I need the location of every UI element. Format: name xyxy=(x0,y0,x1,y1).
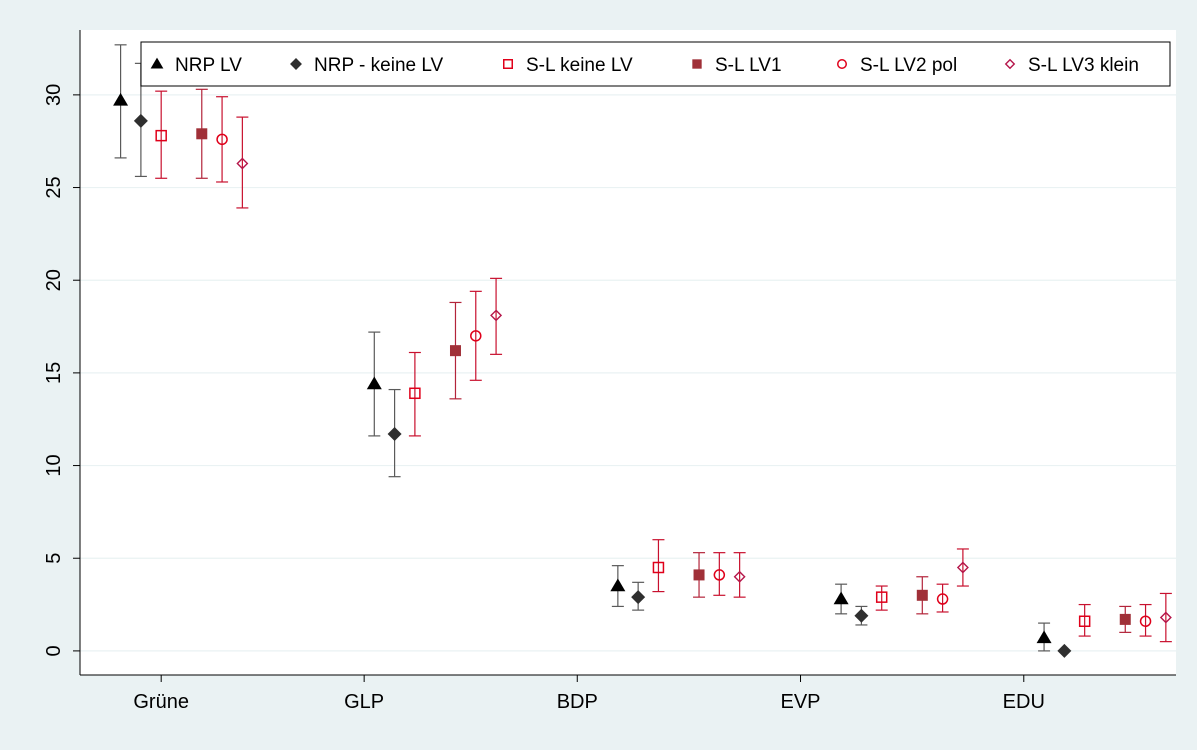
xtick-label-GLP: GLP xyxy=(344,691,384,713)
legend-marker-3 xyxy=(692,59,702,69)
point-3-4 xyxy=(1119,613,1131,625)
legend-marker-5 xyxy=(1004,58,1016,70)
point-5-4 xyxy=(1159,611,1172,624)
point-2-2 xyxy=(652,561,665,574)
axes: 0 5 10 15 20 25 30 Grüne GLP BDP EVP EDU xyxy=(43,30,1176,713)
xtick-label-EDU: EDU xyxy=(1003,691,1045,713)
point-4-2 xyxy=(713,569,726,581)
ytick-label-5: 5 xyxy=(43,553,65,564)
point-2-1 xyxy=(409,387,421,400)
legend-label-0: NRP LV xyxy=(175,55,242,76)
legend-label-3: S-L LV1 xyxy=(715,55,782,76)
point-0-0 xyxy=(113,92,129,106)
point-1-2 xyxy=(631,590,646,605)
point-2-0 xyxy=(155,129,167,142)
legend-label-2: S-L keine LV xyxy=(526,55,633,76)
ytick-label-20: 20 xyxy=(43,269,65,291)
ytick-label-25: 25 xyxy=(43,176,65,198)
point-3-0 xyxy=(196,128,208,140)
point-3-1 xyxy=(449,345,461,357)
xtick-label-BDP: BDP xyxy=(557,691,598,713)
plot-area xyxy=(80,30,1176,675)
legend-label-4: S-L LV2 pol xyxy=(860,55,957,76)
point-0-2 xyxy=(610,578,626,592)
point-0-1 xyxy=(366,376,382,390)
legend: NRP LV NRP - keine LV S-L keine LV S-L LV1 S… xyxy=(140,41,1171,87)
legend-marker-1 xyxy=(290,58,302,70)
ytick-label-0: 0 xyxy=(43,645,65,656)
point-2-3 xyxy=(875,591,888,603)
legend-marker-0 xyxy=(150,57,164,69)
legend-marker-4 xyxy=(837,59,847,69)
point-4-3 xyxy=(936,593,949,605)
legend-box xyxy=(140,41,1171,87)
point-5-1 xyxy=(490,309,503,322)
point-5-0 xyxy=(236,157,249,170)
point-4-1 xyxy=(470,330,482,342)
legend-label-5: S-L LV3 klein xyxy=(1028,55,1139,76)
ytick-label-10: 10 xyxy=(43,454,65,476)
point-3-2 xyxy=(693,569,705,581)
xtick-label-Grüne: Grüne xyxy=(133,691,189,713)
point-4-4 xyxy=(1139,615,1152,627)
ytick-label-30: 30 xyxy=(43,84,65,106)
point-1-1 xyxy=(387,427,402,442)
ytick-label-15: 15 xyxy=(43,362,65,384)
xtick-label-EVP: EVP xyxy=(781,691,821,713)
legend-marker-2 xyxy=(503,59,513,69)
point-2-4 xyxy=(1078,615,1091,627)
point-0-4 xyxy=(1036,630,1052,644)
point-3-3 xyxy=(916,589,928,601)
data-markers xyxy=(113,92,1172,658)
legend-label-1: NRP - keine LV xyxy=(314,55,444,76)
point-1-0 xyxy=(133,113,148,128)
point-4-0 xyxy=(216,133,228,146)
grid-lines xyxy=(80,94,1176,652)
point-1-4 xyxy=(1057,643,1072,658)
point-0-3 xyxy=(833,591,849,605)
point-5-3 xyxy=(956,561,969,574)
point-1-3 xyxy=(854,608,869,623)
point-5-2 xyxy=(733,570,746,583)
